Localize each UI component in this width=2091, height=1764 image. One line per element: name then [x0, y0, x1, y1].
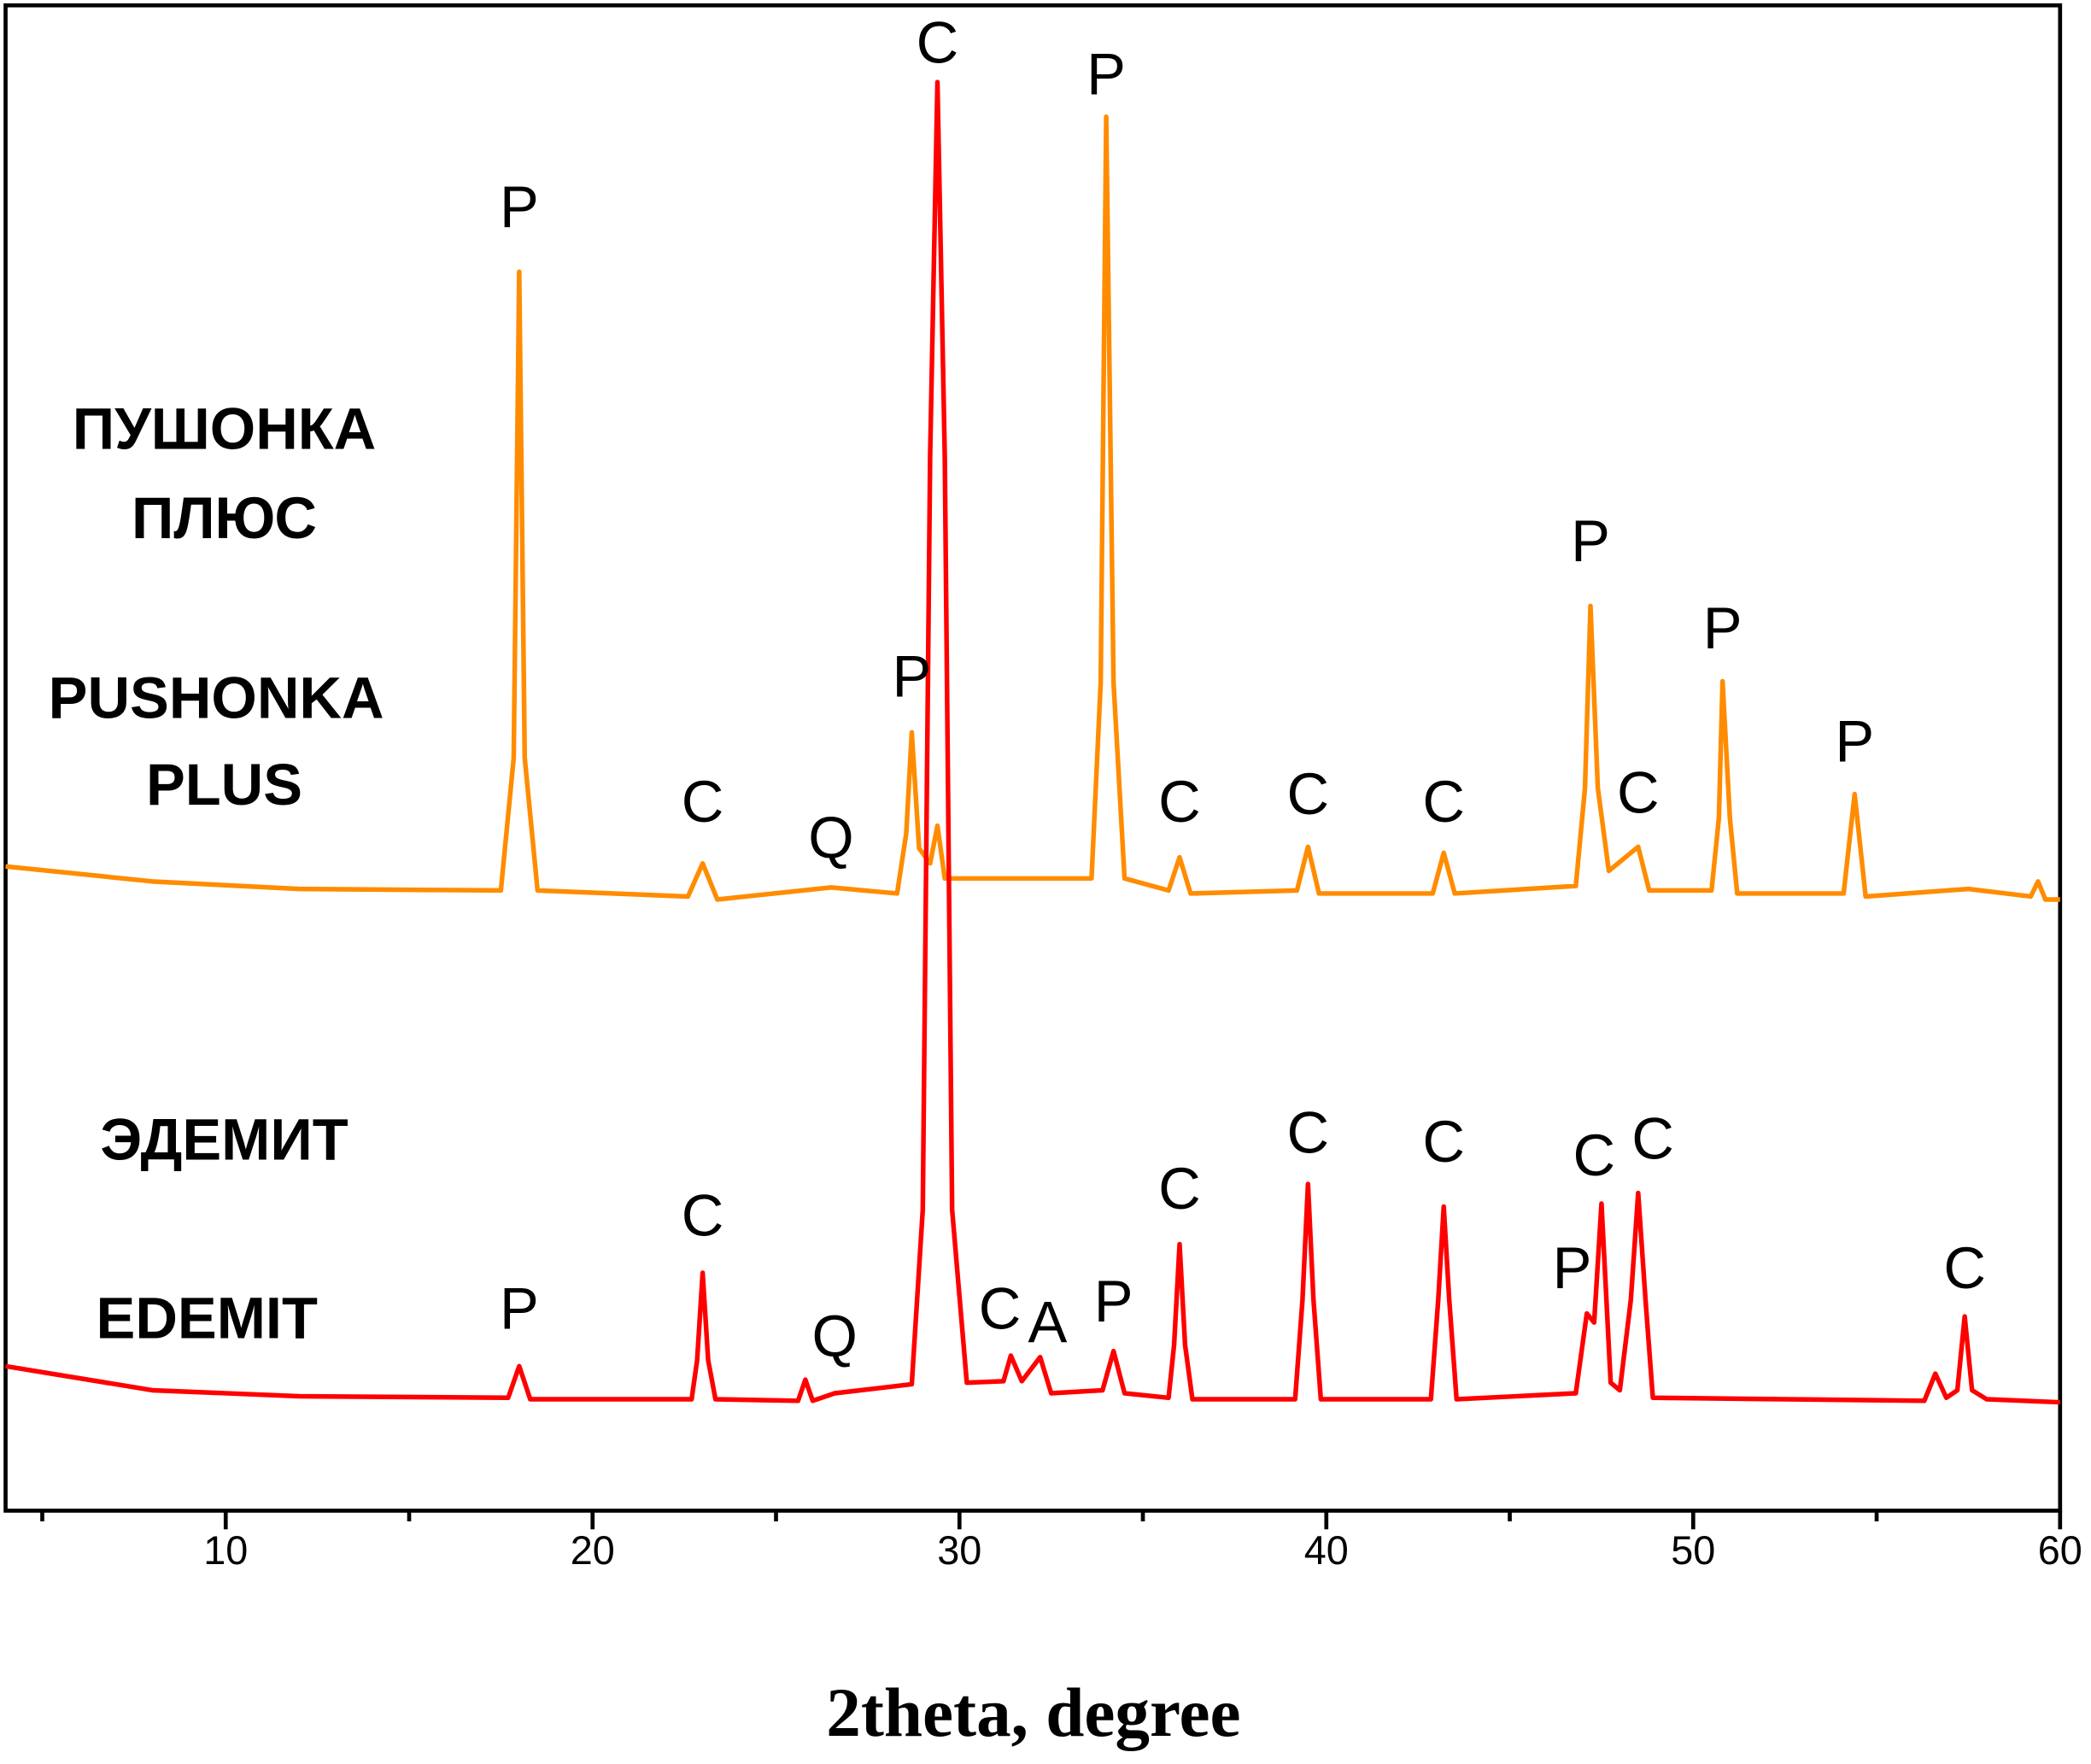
sample-label: PLUS	[146, 752, 302, 818]
peak-label: C	[1158, 769, 1201, 835]
x-axis-label: 2theta, degree	[826, 1674, 1240, 1751]
spectrum-line	[5, 79, 2060, 1405]
x-tick-label: 20	[571, 1528, 615, 1573]
peak-label: C	[917, 10, 959, 76]
peak-label: Q	[812, 1303, 858, 1368]
peak-label: P	[1553, 1235, 1592, 1301]
peak-label: C	[1158, 1156, 1201, 1222]
peak-label: C	[682, 1182, 724, 1248]
peak-label: P	[1086, 42, 1126, 108]
peak-label: P	[500, 174, 539, 240]
peak-label: C	[1287, 1100, 1330, 1166]
sample-label: ПУШОНКА	[73, 396, 377, 461]
x-tick-label: 50	[1671, 1528, 1715, 1573]
spectrum-line	[5, 114, 2060, 902]
peak-label: A	[1028, 1290, 1067, 1356]
peak-label: C	[979, 1276, 1022, 1342]
x-tick-label: 10	[203, 1528, 248, 1573]
sample-label: ПЛЮС	[132, 485, 317, 551]
peak-label: C	[1631, 1106, 1674, 1172]
peak-label: P	[500, 1276, 539, 1342]
peak-label: C	[1573, 1122, 1616, 1188]
peak-label: P	[1094, 1269, 1133, 1334]
peak-label: P	[1571, 508, 1610, 574]
sample-label: ЭДЕМИТ	[100, 1106, 348, 1172]
x-tick-label: 30	[937, 1528, 981, 1573]
x-tick-label: 60	[2038, 1528, 2082, 1573]
plot-frame	[3, 3, 2063, 1513]
peak-label: C	[682, 769, 724, 835]
peak-label: P	[1703, 595, 1742, 661]
peak-label: Q	[808, 805, 853, 870]
peak-label: C	[1287, 761, 1330, 827]
sample-label: PUSHONKA	[49, 665, 384, 731]
peak-label: P	[893, 644, 932, 710]
peak-label: P	[1835, 708, 1874, 774]
peak-label: C	[1617, 759, 1660, 825]
peak-label: C	[1943, 1235, 1986, 1301]
peak-label: C	[1422, 1109, 1465, 1175]
x-tick-label: 40	[1304, 1528, 1349, 1573]
sample-label: EDEMIT	[97, 1286, 318, 1351]
peak-label: C	[1422, 769, 1465, 835]
